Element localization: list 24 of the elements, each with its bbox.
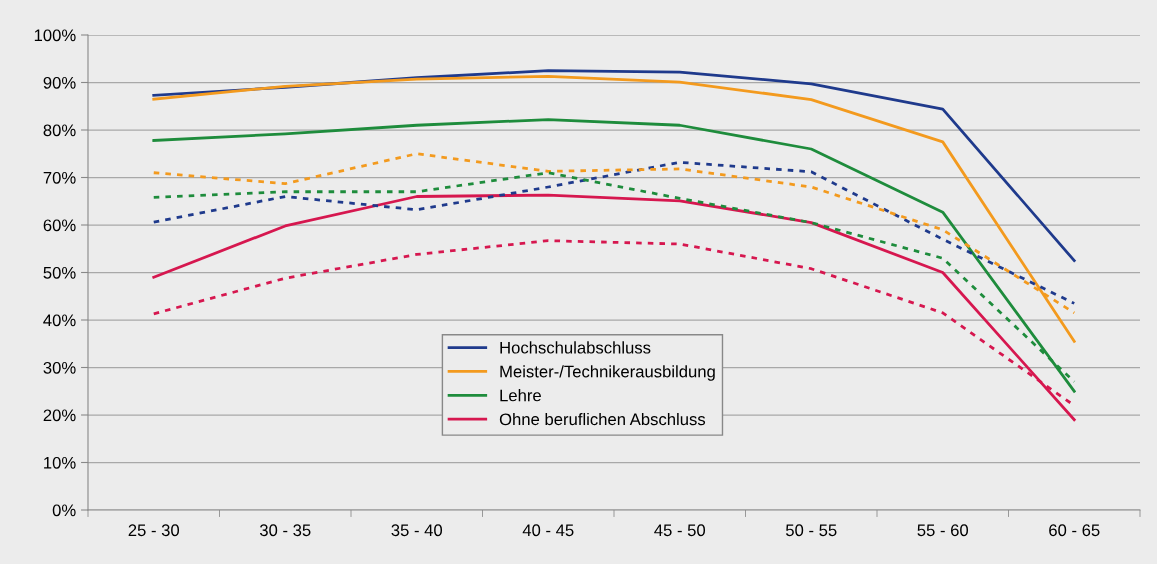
legend-label: Meister-/Technikerausbildung [500, 365, 715, 381]
x-tick-label: 45 - 50 [654, 524, 706, 537]
y-tick-label: 30% [43, 361, 76, 374]
y-tick-label: 10% [44, 456, 76, 469]
y-tick-label: 0% [52, 504, 76, 517]
x-tick-label: 35 - 40 [391, 524, 443, 537]
y-tick-label: 20% [43, 409, 76, 422]
legend-label: Lehre [500, 389, 541, 402]
line-series [152, 74, 1076, 343]
x-tick-label: 30 - 35 [259, 524, 311, 537]
x-tick-label: 60 - 65 [1049, 524, 1100, 537]
y-tick-label: 40% [43, 314, 76, 327]
legend-label: Hochschulabschluss [500, 341, 651, 354]
y-tick-label: 100% [34, 29, 76, 42]
x-tick-label: 50 - 55 [785, 524, 837, 537]
y-tick-label: 60% [43, 219, 76, 232]
y-tick-label: 90% [43, 76, 76, 89]
x-tick-label: 25 - 30 [128, 524, 180, 537]
y-tick-label: 50% [43, 266, 76, 279]
y-tick-label: 80% [43, 124, 76, 137]
x-tick-label: 40 - 45 [522, 524, 574, 537]
legend-label: Ohne beruflichen Abschluss [499, 412, 706, 426]
x-tick-label: 55 - 60 [917, 524, 969, 537]
y-tick-label: 70% [43, 171, 76, 184]
